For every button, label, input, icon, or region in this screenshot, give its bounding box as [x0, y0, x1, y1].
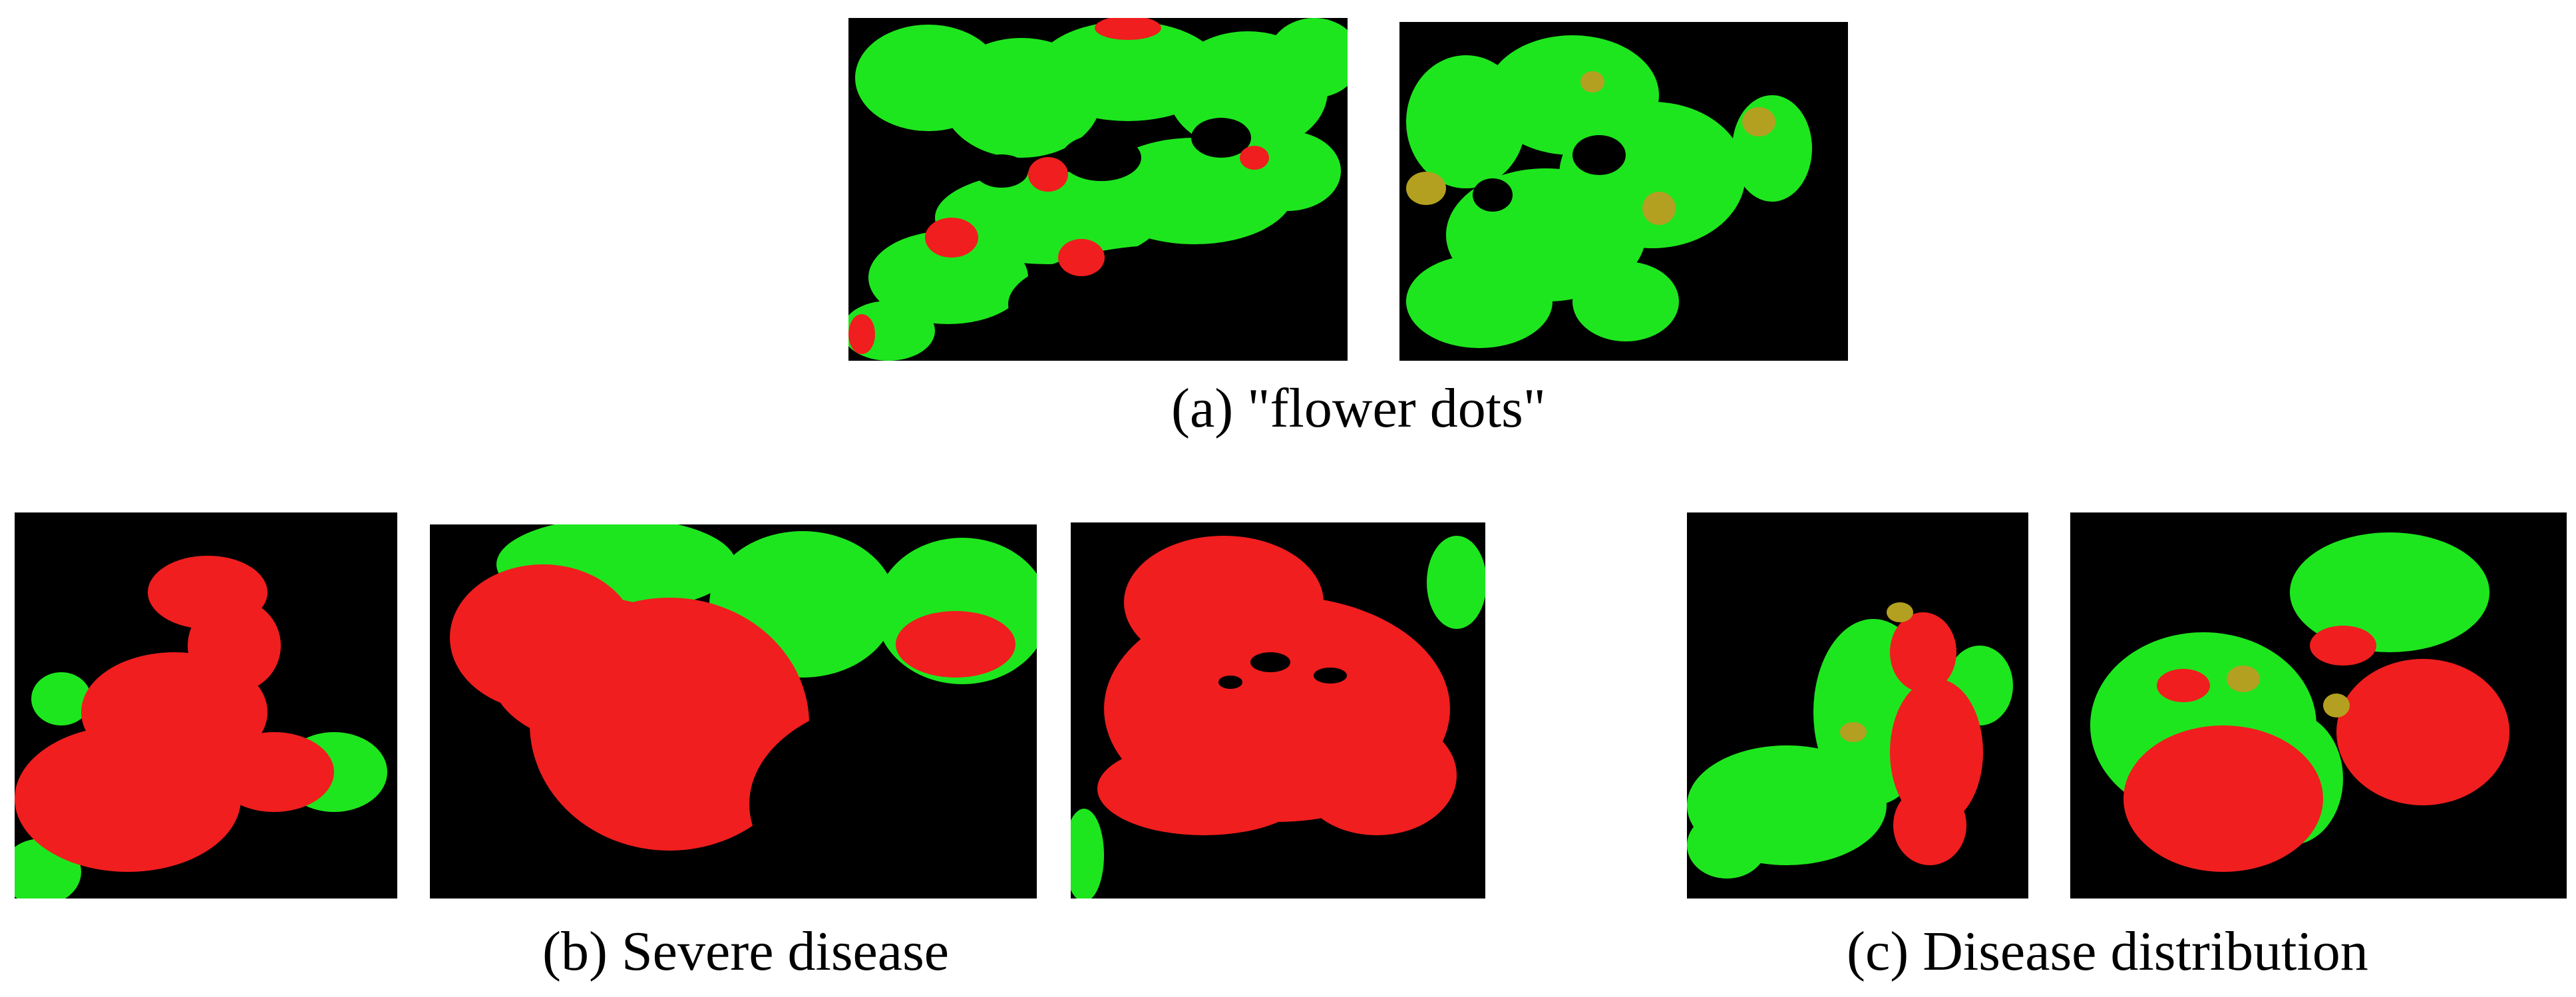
caption-a: (a) "flower dots" [1171, 377, 1547, 439]
panel-c1-image [1687, 602, 2013, 879]
panel-b1-image [15, 556, 387, 898]
caption-b: (b) Severe disease [542, 920, 950, 982]
panel-a1 [848, 18, 1348, 361]
panel-b3-image [1071, 536, 1485, 898]
panel-b3 [1071, 522, 1485, 898]
caption-c: (c) Disease distribution [1847, 920, 2368, 982]
panel-c2 [2070, 512, 2567, 898]
panel-c1 [1687, 512, 2028, 898]
panel-a2 [1399, 22, 1848, 361]
panel-a1-image [848, 18, 1348, 361]
panel-b2 [430, 524, 1037, 898]
panel-b1 [15, 512, 397, 898]
panel-b2-image [430, 524, 1037, 898]
panel-a2-image [1406, 22, 1848, 361]
panel-c2-image [2090, 532, 2509, 872]
